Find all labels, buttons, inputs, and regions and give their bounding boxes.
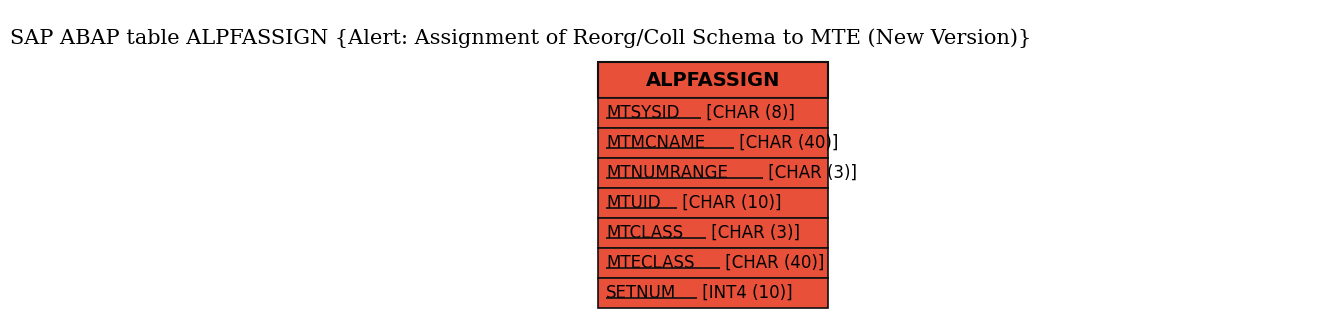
Bar xyxy=(599,278,828,308)
Text: SAP ABAP table ALPFASSIGN {Alert: Assignment of Reorg/Coll Schema to MTE (New Ve: SAP ABAP table ALPFASSIGN {Alert: Assign… xyxy=(11,28,1032,48)
Text: ALPFASSIGN: ALPFASSIGN xyxy=(647,70,780,90)
Text: [INT4 (10)]: [INT4 (10)] xyxy=(697,284,792,302)
Text: MTECLASS: MTECLASS xyxy=(607,254,694,272)
Text: MTMCNAME: MTMCNAME xyxy=(607,134,705,152)
Bar xyxy=(599,248,828,278)
Text: [CHAR (10)]: [CHAR (10)] xyxy=(677,194,781,212)
Bar xyxy=(599,62,828,98)
Text: SETNUM: SETNUM xyxy=(607,284,676,302)
Bar xyxy=(599,158,828,188)
Text: [CHAR (40)]: [CHAR (40)] xyxy=(734,134,838,152)
Text: [CHAR (40)]: [CHAR (40)] xyxy=(720,254,825,272)
Bar xyxy=(599,128,828,158)
Bar xyxy=(599,98,828,128)
Text: [CHAR (3)]: [CHAR (3)] xyxy=(705,224,800,242)
Text: [CHAR (8)]: [CHAR (8)] xyxy=(701,104,794,122)
Text: MTNUMRANGE: MTNUMRANGE xyxy=(607,164,728,182)
Bar xyxy=(599,188,828,218)
Bar xyxy=(599,218,828,248)
Text: [CHAR (3)]: [CHAR (3)] xyxy=(764,164,857,182)
Text: MTCLASS: MTCLASS xyxy=(607,224,684,242)
Text: MTUID: MTUID xyxy=(607,194,661,212)
Text: MTSYSID: MTSYSID xyxy=(607,104,680,122)
